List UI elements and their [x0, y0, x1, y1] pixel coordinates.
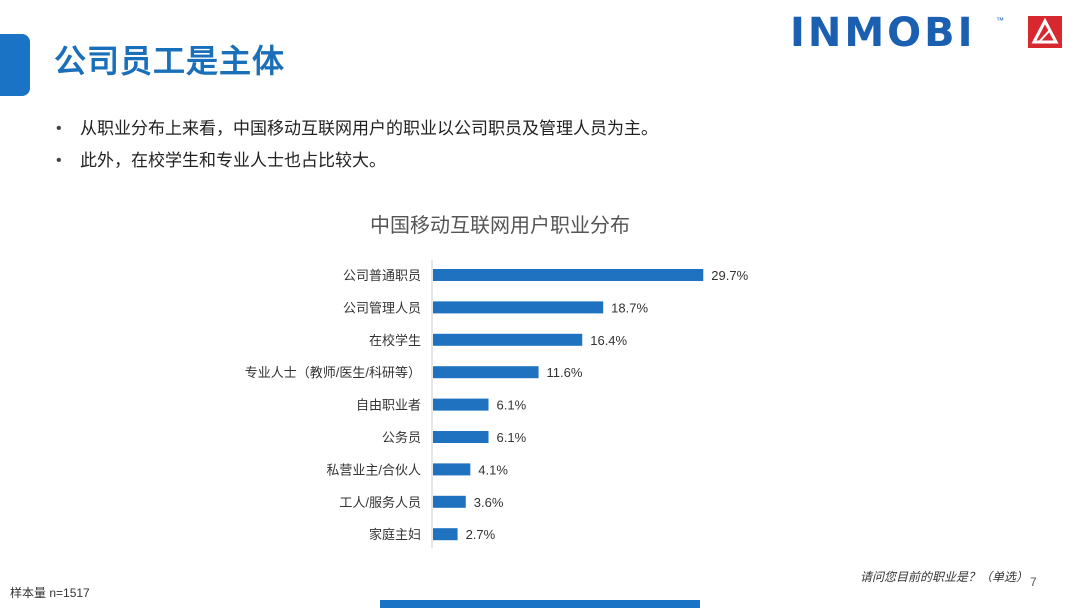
bullet-text: 此外，在校学生和专业人士也占比较大。 [80, 151, 386, 170]
occupation-bar-chart: 中国移动互联网用户职业分布 公司普通职员 29.7% 公司管理人员 18.7% 在校学生… [245, 214, 749, 548]
value-label: 18.7% [611, 300, 648, 315]
bar [433, 398, 489, 411]
bullet-dot: • [56, 120, 62, 137]
bottom-accent-bar [380, 600, 700, 608]
value-label: 6.1% [497, 430, 527, 445]
category-label: 在校学生 [369, 333, 421, 348]
bar [433, 463, 471, 476]
bullet-list: • 从职业分布上来看，中国移动互联网用户的职业以公司职员及管理人员为主。 • 此… [54, 116, 658, 180]
bar [433, 431, 489, 443]
category-label: 公司管理人员 [343, 300, 421, 315]
category-label: 工人/服务人员 [339, 495, 421, 510]
bullet-text: 从职业分布上来看，中国移动互联网用户的职业以公司职员及管理人员为主。 [80, 119, 658, 138]
chart-bars-group: 公司普通职员 29.7% 公司管理人员 18.7% 在校学生 16.4% 专业人士（教师/医… [245, 268, 749, 542]
category-label: 专业人士（教师/医生/科研等） [245, 365, 421, 380]
value-label: 16.4% [590, 333, 627, 348]
chart-title: 中国移动互联网用户职业分布 [370, 214, 630, 237]
bar [433, 301, 604, 314]
value-label: 11.6% [547, 365, 583, 380]
category-label: 家庭主妇 [369, 527, 421, 542]
value-label: 6.1% [497, 398, 527, 413]
category-label: 自由职业者 [356, 398, 421, 413]
inmobi-logo-icon [1028, 16, 1062, 48]
page-title: 公司员工是主体 [54, 43, 286, 79]
bullet-dot: • [56, 152, 62, 169]
bar [433, 528, 458, 541]
value-label: 2.7% [466, 527, 496, 542]
bullet-item: • 从职业分布上来看，中国移动互联网用户的职业以公司职员及管理人员为主。 [54, 116, 658, 148]
value-label: 3.6% [474, 495, 504, 510]
bullet-item: • 此外，在校学生和专业人士也占比较大。 [54, 148, 658, 180]
bar [433, 333, 583, 346]
title-accent-tab [0, 34, 30, 96]
value-label: 29.7% [711, 268, 748, 283]
trademark-mark: ™ [996, 16, 1004, 25]
category-label: 公务员 [382, 430, 421, 445]
value-label: 4.1% [478, 462, 508, 477]
inmobi-logo-text: INMOBI [790, 10, 976, 56]
sample-size-note: 样本量 n=1517 [10, 586, 90, 600]
bar [433, 269, 704, 281]
bar [433, 495, 466, 508]
bar [433, 366, 539, 379]
survey-question-note: 请问您目前的职业是？（单选） [860, 570, 1029, 584]
page-number: 7 [1030, 575, 1037, 589]
category-label: 私营业主/合伙人 [326, 462, 421, 477]
category-label: 公司普通职员 [343, 268, 421, 283]
